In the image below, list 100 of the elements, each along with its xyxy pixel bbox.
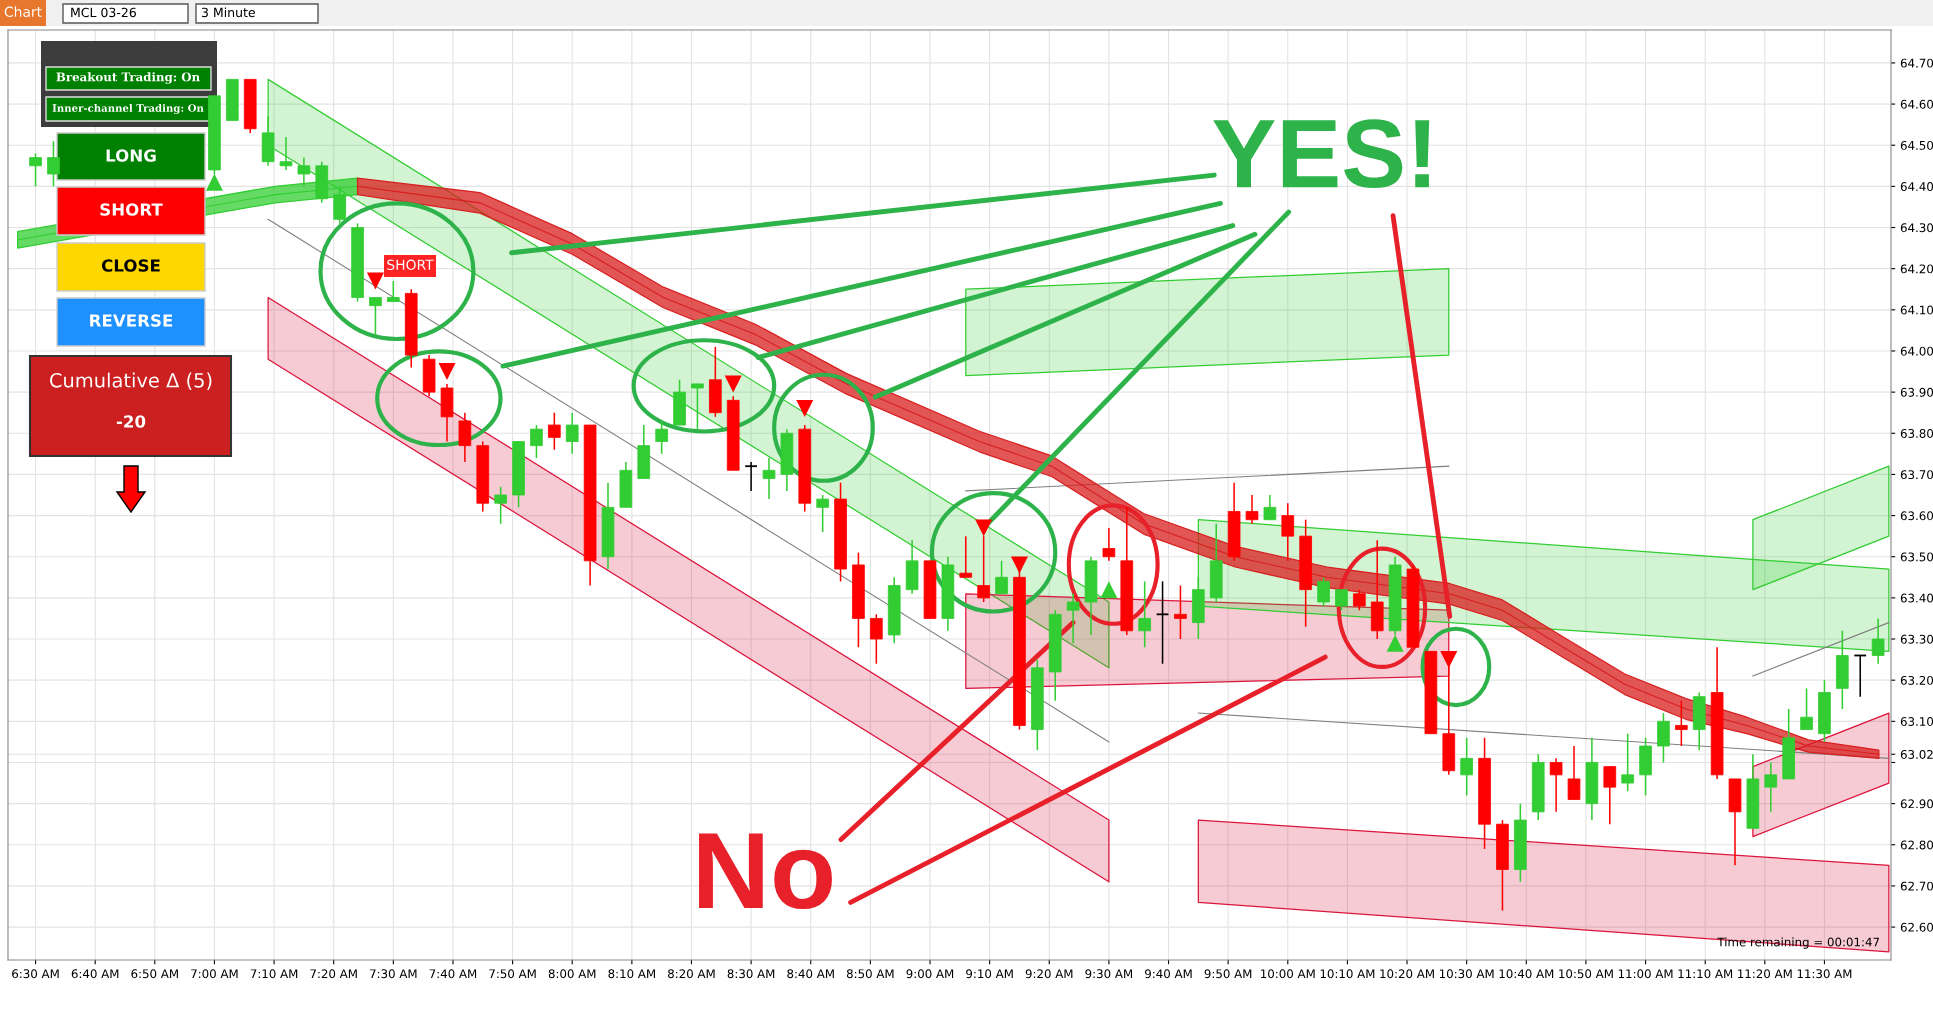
x-tick-label: 9:50 AM [1204, 969, 1252, 979]
y-tick-label: 64.40 [1900, 182, 1933, 192]
x-tick-label: 8:10 AM [608, 969, 655, 979]
x-tick-label: 10:40 AM [1499, 969, 1554, 979]
annotation: Cumulative Δ (5) [50, 372, 212, 390]
x-tick-label: 8:40 AM [787, 969, 834, 979]
point [724, 375, 742, 393]
point [1386, 634, 1404, 652]
candlestick [1567, 745, 1581, 801]
x-tick-label: 7:30 AM [370, 969, 417, 979]
point [975, 519, 993, 537]
annotation: Breakout Trading: On [56, 72, 200, 84]
x-tick-label: 10:50 AM [1559, 969, 1613, 979]
candlestick [959, 535, 973, 579]
x-tick-label: 10:10 AM [1320, 969, 1375, 979]
candlestick [744, 461, 758, 492]
candlestick [1102, 527, 1116, 562]
candlestick [1353, 588, 1366, 611]
y-tick-label: 63.60 [1900, 511, 1933, 521]
y-tick-label: 63.10 [1900, 717, 1933, 726]
candlestick [1066, 592, 1080, 644]
annotation: LONG [106, 149, 156, 162]
candlestick [565, 411, 579, 455]
x-tick-label: 7:40 AM [429, 969, 477, 979]
candlestick [1174, 584, 1187, 640]
candlestick [1675, 699, 1688, 747]
point [366, 272, 384, 290]
candlestick [548, 411, 561, 451]
annotation: SHORT [387, 259, 434, 271]
annotation: YES! [1213, 119, 1430, 189]
candlestick [530, 424, 543, 459]
candlestick [1335, 588, 1348, 611]
y-tick-label: 63.02 [1900, 749, 1933, 759]
x-tick-label: 11:10 AM [1678, 969, 1733, 979]
candlestick [1764, 761, 1778, 813]
candlestick [995, 560, 1008, 595]
candlestick [655, 420, 668, 455]
candlestick [1549, 757, 1563, 813]
candlestick [29, 152, 42, 188]
y-tick-label: 63.40 [1900, 593, 1933, 603]
candlestick [1155, 580, 1170, 665]
annotation: CLOSE [101, 259, 160, 272]
x-tick-label: 10:20 AM [1380, 969, 1434, 979]
x-tick-label: 11:20 AM [1738, 969, 1792, 979]
annotation: REVERSE [90, 314, 173, 327]
y-tick-label: 63.50 [1900, 552, 1933, 562]
candlestick [870, 613, 883, 665]
text: MCL 03-26 [71, 7, 136, 18]
y-tick-label: 63.80 [1900, 429, 1933, 438]
y-tick-label: 62.70 [1900, 881, 1933, 891]
annotation: Inner-channel Trading: On [52, 104, 204, 114]
annotation: No [699, 833, 832, 910]
candlestick [387, 280, 400, 303]
y-tick-label: 64.30 [1900, 223, 1933, 233]
point [1010, 556, 1028, 574]
y-tick-label: 64.50 [1900, 140, 1933, 150]
point [1440, 651, 1458, 669]
candlestick [1621, 732, 1634, 793]
candlestick [1871, 617, 1885, 665]
x-tick-label: 11:00 AM [1618, 969, 1673, 979]
candlestick [1603, 765, 1617, 825]
x-tick-label: 8:30 AM [727, 969, 775, 979]
x-tick-label: 11:30 AM [1797, 969, 1852, 979]
point [796, 400, 814, 418]
candlestick [369, 296, 382, 336]
x-tick-label: 9:30 AM [1085, 969, 1132, 979]
candlestick [762, 457, 776, 500]
point [205, 173, 223, 191]
candlestick [47, 140, 60, 188]
y-tick-label: 64.10 [1900, 305, 1933, 315]
x-tick-label: 8:50 AM [846, 969, 894, 979]
annotation: SHORT [100, 203, 163, 216]
x-tick-label: 6:40 AM [71, 969, 119, 979]
text: Chart [4, 6, 42, 18]
y-tick-label: 62.90 [1900, 799, 1933, 809]
candlestick [1138, 580, 1151, 649]
y-tick-label: 63.30 [1900, 634, 1933, 644]
x-tick-label: 10:00 AM [1261, 969, 1315, 979]
y-tick-label: 64.70 [1900, 58, 1933, 68]
y-tick-label: 64.00 [1900, 346, 1933, 356]
y-tick-label: 62.80 [1900, 840, 1933, 850]
candlestick [1281, 502, 1295, 562]
candlestick [1800, 687, 1813, 731]
candlestick [1317, 576, 1330, 607]
y-tick-label: 63.90 [1900, 387, 1933, 397]
x-tick-label: 8:00 AM [548, 969, 596, 979]
x-tick-label: 9:00 AM [906, 969, 954, 979]
annotation: -20 [116, 415, 146, 428]
x-tick-label: 6:30 AM [12, 969, 59, 979]
candlestick [1263, 494, 1277, 521]
candlestick [1245, 494, 1259, 525]
candlestick [816, 494, 829, 533]
candlestick [1460, 737, 1473, 797]
candlestick [279, 136, 293, 171]
x-tick-label: 7:10 AM [250, 969, 298, 979]
candlestick [691, 383, 704, 430]
text: 3 Minute [201, 7, 255, 18]
y-tick-label: 63.20 [1900, 675, 1933, 685]
x-tick-label: 8:20 AM [668, 969, 715, 979]
x-tick-label: 7:20 AM [310, 969, 357, 979]
